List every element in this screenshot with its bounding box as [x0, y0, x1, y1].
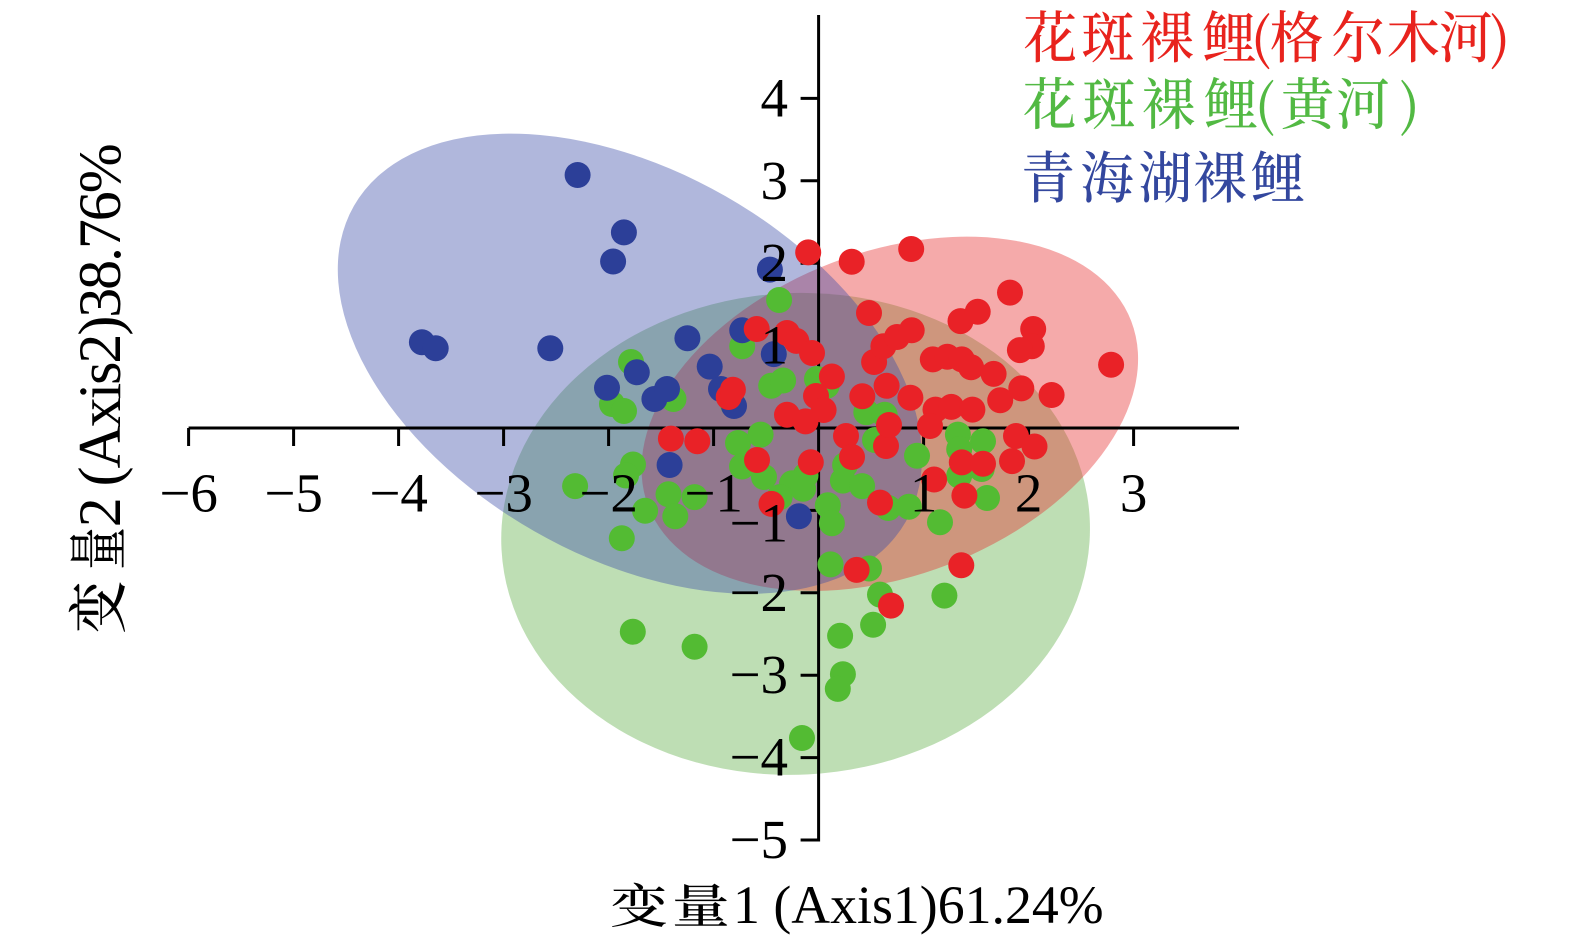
svg-text:−3: −3: [474, 463, 533, 524]
svg-text:−2: −2: [579, 463, 638, 524]
svg-text:−4: −4: [369, 463, 428, 524]
svg-text:−6: −6: [159, 463, 218, 524]
svg-text:1: 1: [910, 463, 938, 524]
svg-text:−5: −5: [729, 809, 788, 870]
svg-text:−5: −5: [264, 463, 323, 524]
svg-text:−4: −4: [729, 727, 788, 788]
svg-text:2 (Axis2)38.76%: 2 (Axis2)38.76%: [67, 145, 133, 527]
svg-text:1 (Axis1)61.24%: 1 (Axis1)61.24%: [733, 875, 1104, 935]
svg-text:−1: −1: [729, 492, 788, 553]
svg-text:3: 3: [761, 150, 789, 211]
svg-text:−1: −1: [684, 463, 743, 524]
svg-text:3: 3: [1120, 463, 1148, 524]
svg-text:2: 2: [761, 232, 789, 293]
svg-text:−2: −2: [729, 562, 788, 623]
svg-text:2: 2: [1015, 463, 1043, 524]
svg-text:4: 4: [761, 67, 789, 128]
svg-text:−3: −3: [729, 644, 788, 705]
svg-text:1: 1: [761, 315, 789, 376]
